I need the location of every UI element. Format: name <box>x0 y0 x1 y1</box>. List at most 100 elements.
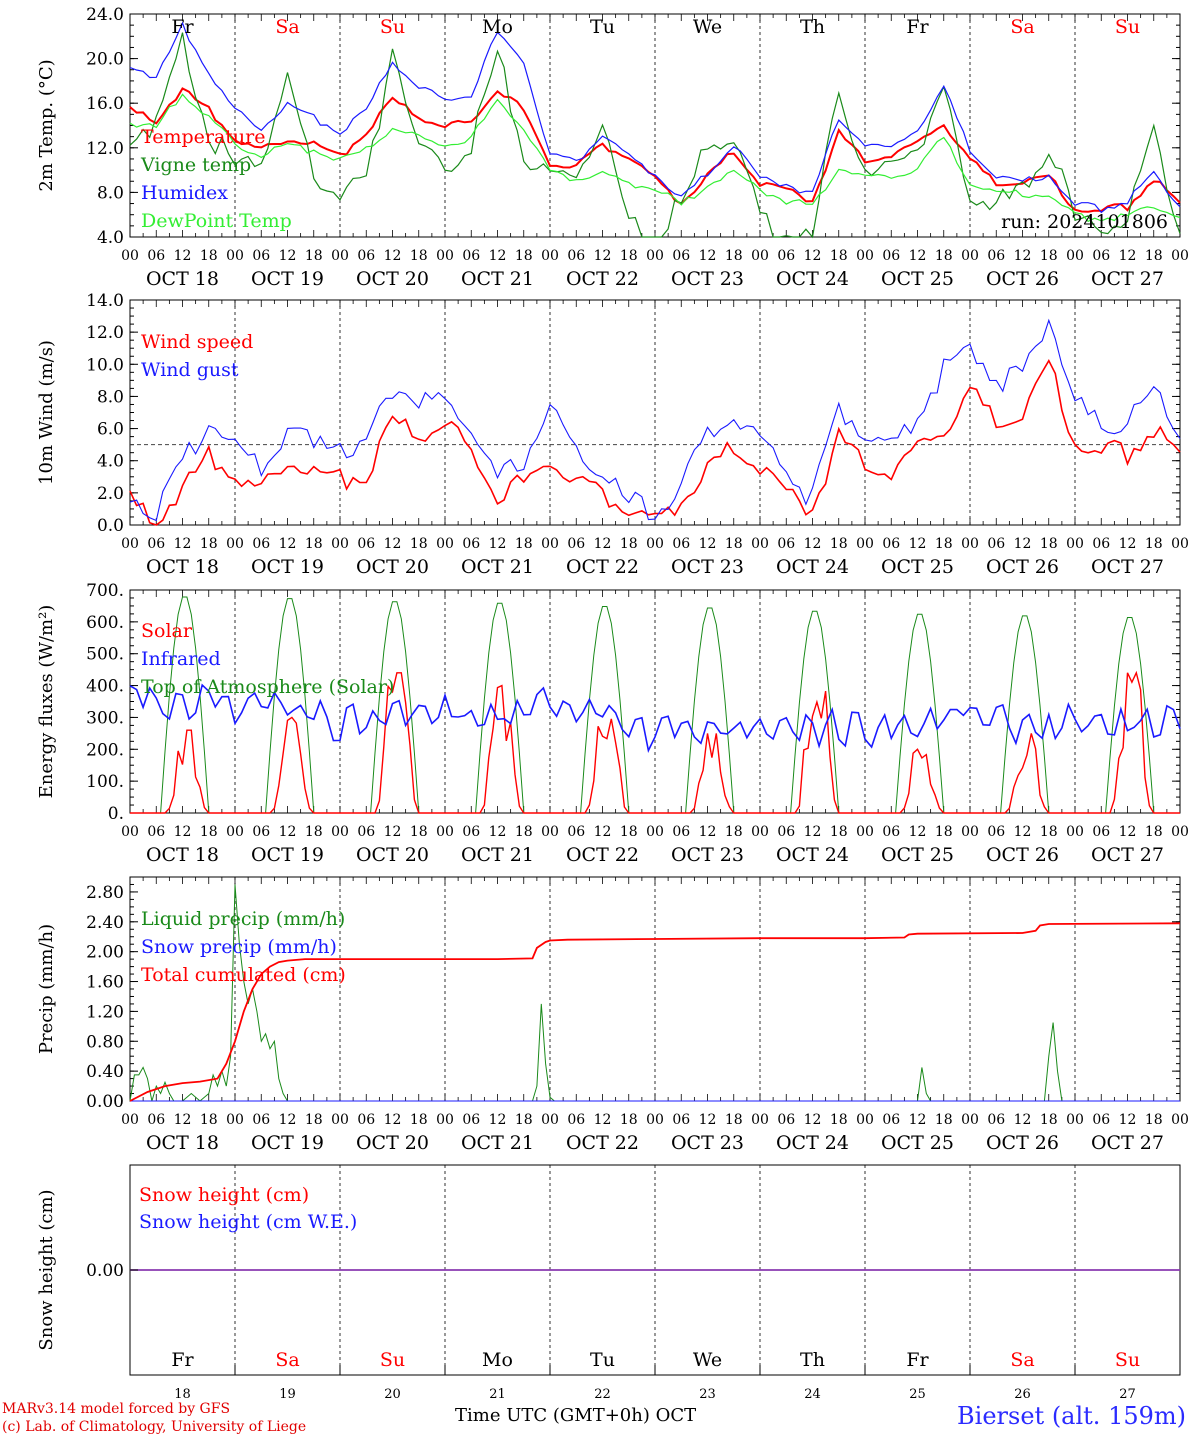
hour-tick-label: 00 <box>331 536 349 552</box>
hour-tick-label: 06 <box>147 536 165 552</box>
legend-entry: Snow height (cm W.E.) <box>139 1211 357 1233</box>
hour-tick-label: 06 <box>462 536 480 552</box>
hour-tick-label: 00 <box>1171 536 1189 552</box>
legend-entry: Snow precip (mm/h) <box>141 936 337 958</box>
hour-tick-label: 00 <box>331 248 349 264</box>
hour-tick-label: 12 <box>489 1112 507 1128</box>
date-label: OCT 23 <box>671 268 744 290</box>
hour-tick-label: 00 <box>436 824 454 840</box>
y-tick-label: 500. <box>86 645 124 665</box>
hour-tick-label: 18 <box>1040 824 1058 840</box>
hour-tick-label: 12 <box>594 1112 612 1128</box>
weekday-label: Th <box>800 1349 825 1371</box>
day-number-label: 19 <box>279 1387 296 1402</box>
hour-tick-label: 12 <box>1119 536 1137 552</box>
hour-tick-label: 06 <box>777 824 795 840</box>
legend-entry: DewPoint Temp <box>141 210 292 232</box>
hour-tick-label: 18 <box>515 1112 533 1128</box>
hour-tick-label: 00 <box>541 536 559 552</box>
date-label: OCT 26 <box>986 556 1059 578</box>
hour-tick-label: 06 <box>1092 1112 1110 1128</box>
weekday-label: Su <box>380 1349 405 1371</box>
hour-tick-label: 00 <box>1066 248 1084 264</box>
station-name: Bierset (alt. 159m) <box>957 1402 1186 1430</box>
hour-tick-label: 12 <box>174 824 192 840</box>
y-axis-label: Snow height (cm) <box>36 1189 57 1350</box>
hour-tick-label: 18 <box>200 248 218 264</box>
y-tick-label: 2.0 <box>97 484 124 504</box>
hour-tick-label: 00 <box>541 248 559 264</box>
hour-tick-label: 18 <box>515 536 533 552</box>
hour-tick-label: 12 <box>594 536 612 552</box>
date-label: OCT 20 <box>356 844 429 866</box>
hour-tick-label: 00 <box>646 824 664 840</box>
hour-tick-label: 00 <box>541 824 559 840</box>
hour-tick-label: 12 <box>384 1112 402 1128</box>
y-tick-label: 400. <box>86 677 124 697</box>
hour-tick-label: 00 <box>646 1112 664 1128</box>
y-tick-label: 12.0 <box>86 139 124 159</box>
y-tick-label: 2.40 <box>86 913 124 933</box>
hour-tick-label: 06 <box>147 824 165 840</box>
hour-tick-label: 06 <box>882 824 900 840</box>
hour-tick-label: 18 <box>305 248 323 264</box>
legend-entry: Total cumulated (cm) <box>141 964 346 986</box>
hour-tick-label: 12 <box>384 248 402 264</box>
hour-tick-label: 00 <box>226 1112 244 1128</box>
weekday-label: We <box>693 1349 722 1371</box>
model-line: MARv3.14 model forced by GFS <box>2 1401 231 1417</box>
y-tick-label: 20.0 <box>86 50 124 70</box>
hour-tick-label: 12 <box>174 536 192 552</box>
y-tick-label: 8.0 <box>97 387 124 407</box>
hour-tick-label: 06 <box>462 1112 480 1128</box>
y-tick-label: 2.80 <box>86 883 124 903</box>
panel-frame <box>129 589 1181 814</box>
hour-tick-label: 06 <box>357 536 375 552</box>
hour-tick-label: 00 <box>226 536 244 552</box>
hour-tick-label: 12 <box>384 536 402 552</box>
date-label: OCT 18 <box>146 556 219 578</box>
hour-tick-label: 12 <box>699 824 717 840</box>
hour-tick-label: 12 <box>699 248 717 264</box>
hour-tick-label: 12 <box>594 824 612 840</box>
hour-tick-label: 06 <box>252 536 270 552</box>
hour-tick-label: 12 <box>699 536 717 552</box>
hour-tick-label: 06 <box>252 248 270 264</box>
time-axis-title: Time UTC (GMT+0h) OCT <box>455 1405 697 1426</box>
date-label: OCT 21 <box>461 844 534 866</box>
y-axis-label: Energy fluxes (W/m²) <box>36 605 57 799</box>
y-axis-label: Precip (mm/h) <box>36 924 57 1054</box>
y-tick-label: 0.40 <box>86 1062 124 1082</box>
hour-tick-label: 00 <box>646 536 664 552</box>
hour-tick-label: 00 <box>751 536 769 552</box>
hour-tick-label: 00 <box>436 1112 454 1128</box>
date-label: OCT 19 <box>251 556 324 578</box>
date-label: OCT 27 <box>1091 1132 1164 1154</box>
hour-tick-label: 18 <box>305 1112 323 1128</box>
legend-entry: Temperature <box>141 126 265 148</box>
hour-tick-label: 18 <box>1040 248 1058 264</box>
day-number-label: 25 <box>909 1387 926 1402</box>
date-label: OCT 20 <box>356 556 429 578</box>
y-tick-label: 100. <box>86 772 124 792</box>
hour-tick-label: 00 <box>121 248 139 264</box>
legend-entry: Wind speed <box>141 331 253 353</box>
hour-tick-label: 18 <box>620 536 638 552</box>
hour-tick-label: 00 <box>751 248 769 264</box>
date-label: OCT 22 <box>566 1132 639 1154</box>
hour-tick-label: 06 <box>777 1112 795 1128</box>
hour-tick-label: 06 <box>567 248 585 264</box>
hour-tick-label: 06 <box>672 248 690 264</box>
hour-tick-label: 12 <box>1119 1112 1137 1128</box>
hour-tick-label: 18 <box>410 824 428 840</box>
hour-tick-label: 12 <box>909 824 927 840</box>
hour-tick-label: 18 <box>830 536 848 552</box>
hour-tick-label: 00 <box>331 1112 349 1128</box>
y-tick-label: 0.0 <box>97 516 124 536</box>
infrared-line <box>129 683 1181 753</box>
date-label: OCT 20 <box>356 1132 429 1154</box>
hour-tick-label: 18 <box>620 1112 638 1128</box>
day-number-label: 23 <box>699 1387 716 1402</box>
liquid-precip-line <box>129 884 1180 1102</box>
hour-tick-label: 12 <box>279 824 297 840</box>
